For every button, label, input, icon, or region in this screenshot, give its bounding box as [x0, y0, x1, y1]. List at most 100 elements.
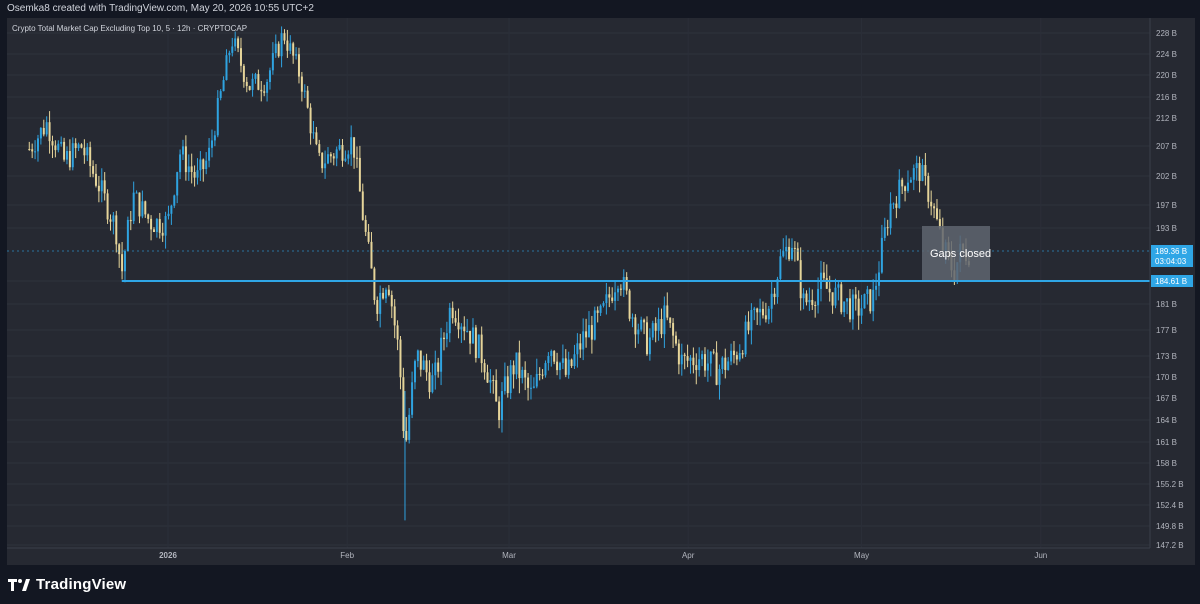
last-price-label-bg — [1151, 244, 1193, 267]
candle-body — [721, 357, 724, 370]
candle-body — [196, 170, 199, 178]
candle-body — [567, 359, 570, 375]
candle-body — [286, 40, 289, 51]
candle-body — [817, 288, 820, 306]
candle-body — [886, 227, 889, 229]
candle-body — [529, 387, 532, 389]
candle-body — [837, 284, 840, 288]
y-tick-label: 155.2 B — [1156, 480, 1184, 489]
candle-body — [895, 203, 898, 208]
candle-body — [776, 278, 779, 298]
candle-body — [31, 149, 34, 152]
candle-body — [419, 350, 422, 370]
candle-body — [474, 327, 477, 358]
candle-body — [234, 38, 237, 47]
candle-body — [564, 358, 567, 375]
x-tick-label: 2026 — [159, 551, 177, 560]
candle-body — [579, 343, 582, 350]
candle-body — [396, 325, 399, 340]
candle-body — [524, 369, 527, 378]
candle-body — [686, 356, 689, 361]
y-tick-label: 220 B — [1156, 71, 1177, 80]
candle-body — [831, 292, 834, 306]
candle-body — [100, 180, 103, 192]
candle-body — [187, 166, 190, 173]
candle-body — [718, 369, 721, 385]
candle-body — [225, 55, 228, 81]
candle-body — [834, 287, 837, 306]
candle-body — [445, 333, 448, 340]
candle-body — [274, 43, 277, 54]
candle-body — [463, 326, 466, 332]
candle-body — [222, 80, 225, 92]
candle-body — [408, 414, 411, 440]
y-tick-label: 177 B — [1156, 326, 1177, 335]
candle-body — [901, 179, 904, 187]
candle-body — [547, 356, 550, 364]
candle-body — [712, 351, 715, 353]
candle-body — [596, 310, 599, 313]
x-tick-label: Jun — [1034, 551, 1047, 560]
candle-body — [266, 81, 269, 93]
candle-body — [556, 361, 559, 371]
candle-body — [54, 145, 57, 151]
candle-body — [538, 373, 541, 375]
candle-body — [863, 293, 866, 309]
candle-body — [411, 382, 414, 415]
attribution-text: Osemka8 created with TradingView.com, Ma… — [7, 3, 314, 14]
candle-body — [280, 33, 283, 57]
candle-body — [338, 144, 341, 150]
candle-body — [883, 227, 886, 238]
candle-body — [344, 158, 347, 161]
candle-body — [761, 308, 764, 316]
candle-body — [909, 179, 912, 183]
candle-body — [912, 168, 915, 180]
brand[interactable]: TradingView — [8, 576, 126, 593]
candle-body — [28, 149, 31, 150]
candle-body — [889, 203, 892, 229]
candle-body — [666, 305, 669, 318]
candle-body — [103, 180, 106, 194]
candle-body — [144, 201, 147, 215]
candle-body — [906, 182, 909, 191]
y-axis: 228 B 224 B 220 B 216 B 212 B 207 B 202 B 197 B… — [1149, 18, 1184, 550]
candle-body — [138, 192, 141, 217]
candle-body — [593, 310, 596, 340]
candle-body — [448, 307, 451, 334]
candle-body — [251, 78, 254, 90]
candle-body — [283, 33, 286, 41]
candle-body — [202, 159, 205, 170]
candle-body — [176, 172, 179, 196]
y-tick-label: 228 B — [1156, 29, 1177, 38]
candle-body — [245, 81, 248, 87]
candle-body — [454, 318, 457, 323]
candle-body — [935, 208, 938, 220]
candle-body — [756, 308, 759, 313]
candle-body — [57, 143, 60, 151]
candle-body — [318, 144, 321, 153]
candle-body — [413, 361, 416, 383]
support-label-bg — [1151, 275, 1193, 287]
candle-body — [312, 132, 315, 134]
candle-body — [332, 156, 335, 159]
candle-body — [118, 244, 121, 255]
chart-frame — [7, 18, 1195, 565]
candle-body — [74, 143, 77, 149]
candle-body — [355, 157, 358, 159]
gaps-closed-annotation[interactable]: Gaps closed — [922, 226, 991, 280]
candle-body — [86, 147, 89, 156]
candle-body — [402, 377, 405, 432]
candle-body — [860, 308, 863, 316]
candle-body — [779, 256, 782, 279]
y-tick-label: 181 B — [1156, 300, 1177, 309]
candle-body — [570, 359, 573, 367]
candle-body — [573, 354, 576, 367]
candle-body — [680, 354, 683, 365]
candle-body — [660, 319, 663, 335]
grid — [7, 18, 1150, 548]
candle-body — [515, 352, 518, 375]
candle-body — [585, 331, 588, 338]
candle-body — [521, 369, 524, 379]
candle-body — [326, 154, 329, 164]
